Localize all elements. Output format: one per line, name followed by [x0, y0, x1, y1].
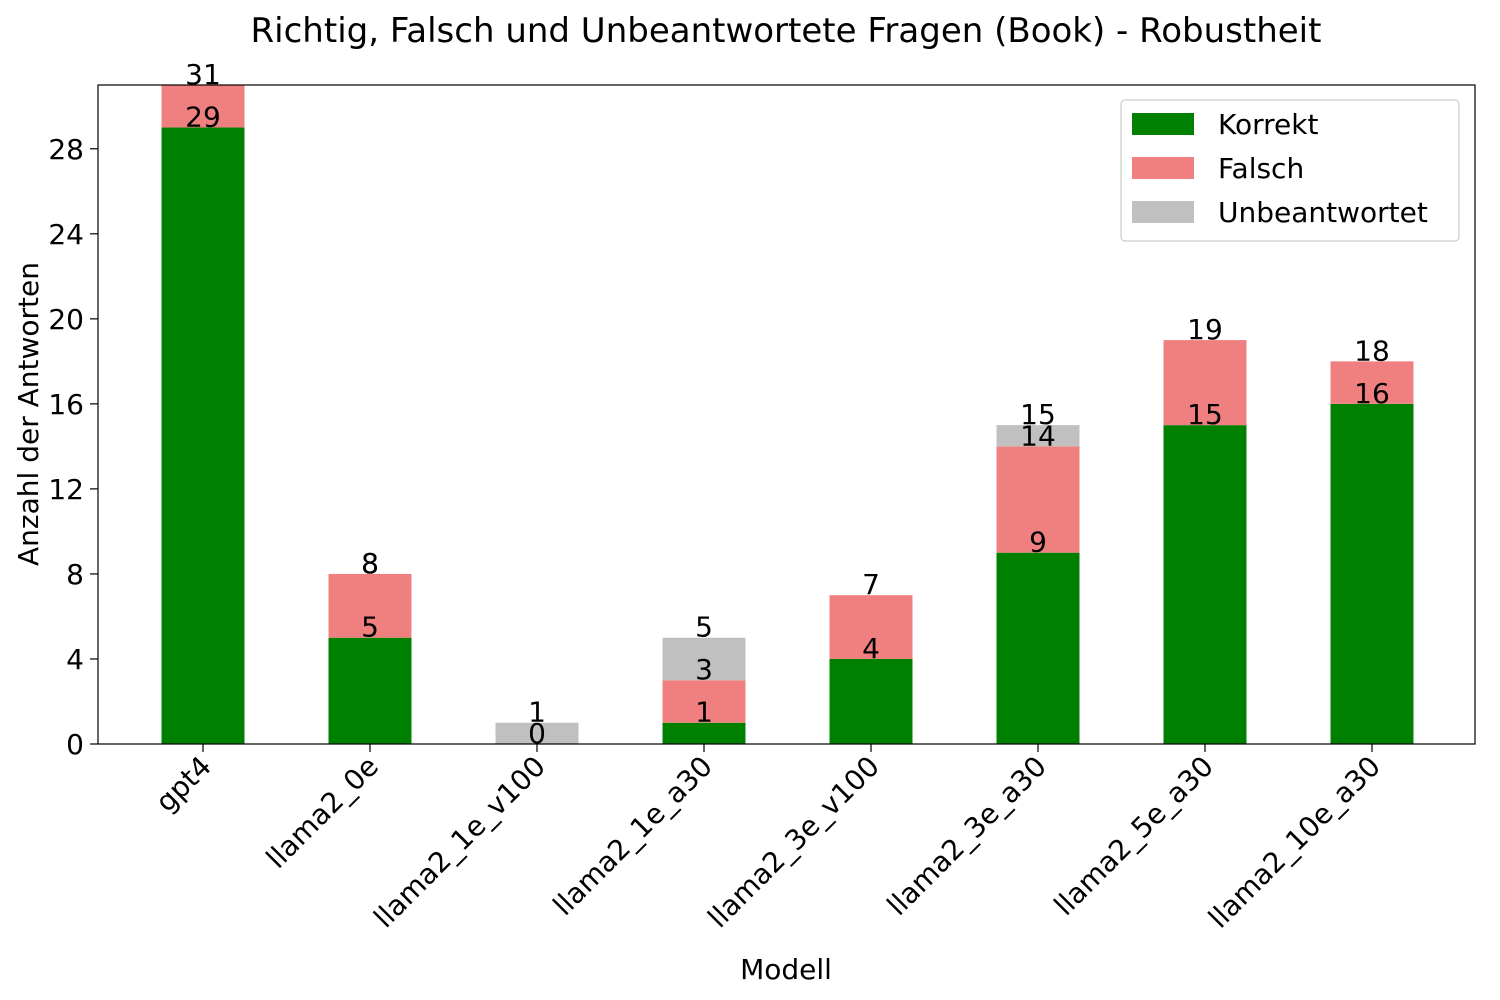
x-tick-label-llama2_10e_a30: llama2_10e_a30	[1202, 750, 1387, 935]
y-tick-label-4: 4	[66, 643, 84, 676]
y-tick-label-28: 28	[48, 133, 84, 166]
x-tick-label-llama2_1e_v100: llama2_1e_v100	[367, 750, 552, 935]
legend: Korrekt Falsch Unbeantwortet	[1120, 99, 1460, 242]
legend-swatch-unbeantwortet	[1132, 201, 1194, 223]
x-tick-label-llama2_5e_a30: llama2_5e_a30	[1048, 750, 1220, 922]
bar-label-total-llama2_1e_v100: 1	[528, 696, 546, 729]
bar-label-correct-llama2_5e_a30: 15	[1187, 398, 1223, 431]
bar-label-total-llama2_5e_a30: 19	[1187, 313, 1223, 346]
y-tick-label-16: 16	[48, 388, 84, 421]
bar-label-correct-llama2_0e: 5	[361, 611, 379, 644]
bar-label-correct-llama2_3e_a30: 9	[1029, 526, 1047, 559]
y-tick-label-24: 24	[48, 218, 84, 251]
bar-falsch-llama2_0e	[328, 573, 412, 638]
bar-unbeantwortet-llama2_1e_v100	[495, 722, 579, 744]
y-tick-label-20: 20	[48, 303, 84, 336]
bar-label-answered-llama2_3e_a30: 14	[1020, 419, 1056, 452]
x-tick-label-llama2_3e_a30: llama2_3e_a30	[881, 750, 1053, 922]
bar-label-correct-llama2_10e_a30: 16	[1354, 377, 1390, 410]
bar-label-correct-llama2_3e_v100: 4	[862, 632, 880, 665]
bar-label-answered-llama2_1e_a30: 3	[695, 653, 713, 686]
x-tick-label-llama2_3e_v100: llama2_3e_v100	[701, 750, 886, 935]
legend-swatch-korrekt	[1132, 113, 1194, 135]
bar-falsch-llama2_3e_a30	[996, 446, 1080, 553]
chart-title: Richtig, Falsch und Unbeantwortete Frage…	[251, 11, 1322, 51]
legend-swatch-falsch	[1132, 157, 1194, 179]
x-axis: gpt4 llama2_0ellama2_1e_v100llama2_1e_a30…	[149, 744, 1387, 935]
y-tick-label-8: 8	[66, 558, 84, 591]
bar-korrekt-llama2_3e_a30	[996, 552, 1080, 744]
x-axis-label: Modell	[740, 953, 832, 986]
bar-unbeantwortet-llama2_1e_a30	[662, 637, 746, 681]
bar-falsch-gpt4	[161, 85, 245, 128]
bar-label-correct-llama2_1e_v100: 0	[528, 717, 546, 750]
bar-label-correct-gpt4: 29	[185, 101, 221, 134]
bar-label-total-llama2_3e_a30: 15	[1020, 398, 1056, 431]
bars-layer	[161, 85, 1414, 745]
bar-falsch-llama2_1e_a30	[662, 680, 746, 723]
bar-korrekt-gpt4	[161, 127, 245, 745]
x-tick-label-llama2_0e: llama2_0e	[260, 750, 385, 875]
y-tick-label-0: 0	[66, 728, 84, 761]
y-tick-label-12: 12	[48, 473, 84, 506]
bar-korrekt-llama2_5e_a30	[1163, 425, 1247, 744]
bar-label-total-gpt4: 31	[185, 58, 221, 91]
legend-label-falsch: Falsch	[1218, 152, 1304, 185]
bar-label-correct-llama2_1e_a30: 1	[695, 696, 713, 729]
y-axis: 0 4 8 12 16 20 24 28	[48, 133, 98, 761]
plot-frame	[97, 84, 1476, 745]
bar-label-total-llama2_0e: 8	[361, 547, 379, 580]
y-axis-label: Anzahl der Antworten	[12, 262, 45, 566]
bar-korrekt-llama2_0e	[328, 637, 412, 744]
legend-label-korrekt: Korrekt	[1218, 108, 1318, 141]
bar-korrekt-llama2_10e_a30	[1330, 403, 1414, 744]
bar-falsch-llama2_10e_a30	[1330, 361, 1414, 404]
x-tick-label-llama2_1e_a30: llama2_1e_a30	[547, 750, 719, 922]
bar-label-total-llama2_3e_v100: 7	[862, 568, 880, 601]
bar-korrekt-llama2_1e_a30	[662, 722, 746, 744]
bar-falsch-llama2_5e_a30	[1163, 340, 1247, 426]
bar-falsch-llama2_3e_v100	[829, 595, 913, 659]
bar-label-total-llama2_10e_a30: 18	[1354, 334, 1390, 367]
bar-label-answered-llama2_0e: 8	[361, 547, 379, 580]
x-tick-label-gpt4: gpt4	[149, 750, 218, 819]
bar-korrekt-llama2_3e_v100	[829, 658, 913, 744]
bar-unbeantwortet-llama2_3e_a30	[996, 425, 1080, 447]
legend-label-unbeantwortet: Unbeantwortet	[1218, 196, 1428, 229]
bar-label-total-llama2_1e_a30: 5	[695, 611, 713, 644]
legend-box	[1120, 99, 1460, 242]
